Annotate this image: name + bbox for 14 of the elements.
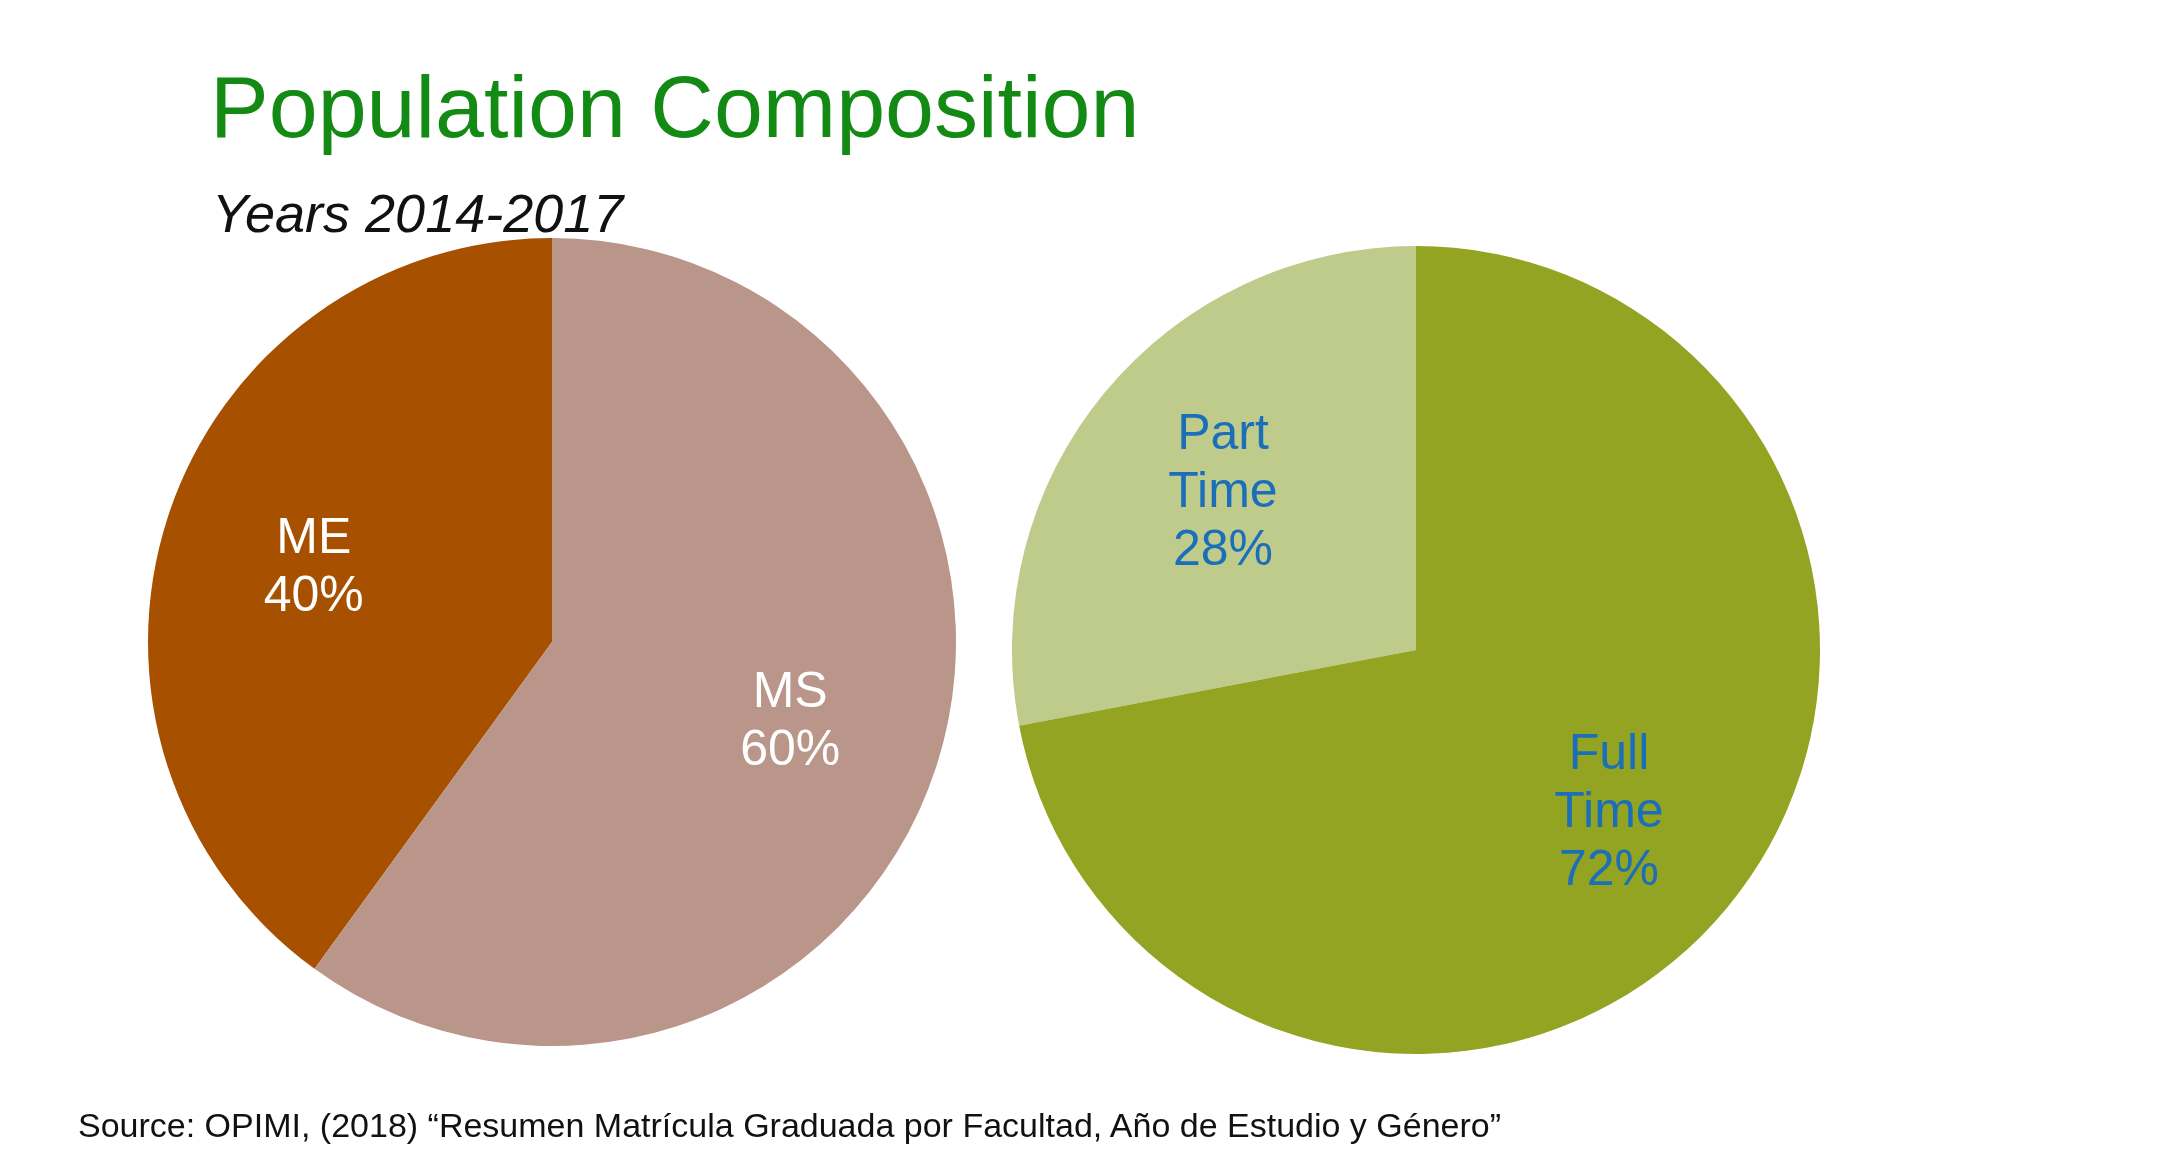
chart-subtitle: Years 2014-2017: [212, 182, 624, 244]
chart-title: Population Composition: [210, 56, 1140, 158]
source-note: Source: OPIMI, (2018) “Resumen Matrícula Graduada por Facultad, Año de Estudio y Género”: [78, 1106, 1502, 1145]
data-label: 40%: [263, 565, 364, 622]
pie-slice: [1012, 246, 1416, 726]
data-label: 72%: [1558, 839, 1660, 896]
data-label: 28%: [1172, 520, 1274, 577]
slice-label: Full Time: [1554, 723, 1664, 838]
slice-label: MS: [752, 662, 828, 719]
pie-slice: [1019, 246, 1820, 1054]
data-label: 60%: [740, 720, 841, 777]
slice-label: ME: [276, 507, 352, 564]
pie-slice: [148, 238, 552, 969]
slice-label: Part Time: [1168, 404, 1278, 519]
